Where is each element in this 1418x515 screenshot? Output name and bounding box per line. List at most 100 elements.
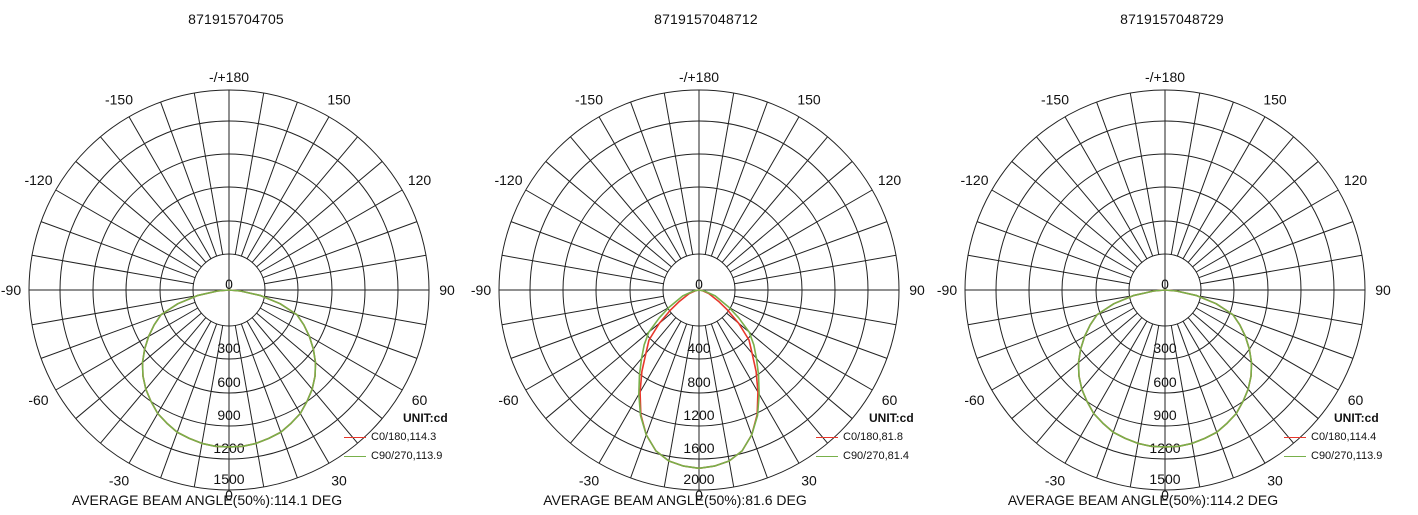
angle-tick-label: -/+180 [1145, 69, 1185, 85]
grid-spoke [264, 295, 427, 326]
grid-spoke [1096, 323, 1154, 479]
angle-tick-label: 30 [801, 473, 817, 489]
chart-title: 8719157048729 [1120, 11, 1224, 27]
legend-entry: C0/180,114.3 [344, 431, 436, 443]
grid-spoke [1064, 320, 1148, 464]
angle-tick-label: -/+180 [679, 69, 719, 85]
grid-spoke [55, 189, 199, 273]
legend-label: C0/180,81.8 [843, 431, 903, 443]
grid-spoke [991, 189, 1135, 273]
series-curve [638, 289, 760, 470]
grid-spoke [991, 307, 1135, 391]
angle-tick-label: -30 [109, 473, 129, 489]
grid-spoke [726, 161, 853, 268]
polar-chart-panel: 871915704705 -/+180 150 120 90 60 30 0 -30 -60 -9… [0, 0, 472, 515]
grid-spoke [704, 325, 735, 488]
angle-tick-label: 0 [695, 487, 703, 503]
legend-swatch [344, 455, 366, 457]
angle-tick-label: 0 [1161, 487, 1169, 503]
grid-spoke [598, 116, 682, 260]
legend-label: C90/270,113.9 [1311, 450, 1383, 462]
angle-tick-label: -120 [960, 172, 988, 188]
grid-spoke [732, 221, 888, 279]
grid-spoke [721, 136, 828, 263]
grid-spoke [1036, 317, 1143, 444]
grid-spoke [31, 295, 194, 326]
legend-swatch [816, 436, 838, 438]
grid-spoke [716, 116, 800, 260]
polar-chart-panel: 8719157048712 -/+180 150 120 90 60 30 0 -30 -60-… [470, 0, 942, 515]
grid-spoke [1198, 221, 1354, 279]
legend-swatch [1284, 436, 1306, 438]
angle-tick-label: 0 [225, 487, 233, 503]
angle-tick-label: -/+180 [209, 69, 249, 85]
grid-spoke [262, 301, 418, 359]
grid-spoke [160, 323, 218, 479]
grid-spoke [510, 221, 666, 279]
angle-tick-label: 150 [1263, 91, 1287, 107]
grid-spoke [501, 295, 664, 326]
radial-tick-label: 1200 [683, 407, 714, 423]
angle-tick-label: -30 [579, 473, 599, 489]
grid-spoke [128, 320, 212, 464]
grid-spoke [726, 312, 853, 419]
grid-spoke [262, 221, 418, 279]
legend-entry: C0/180,81.8 [816, 431, 903, 443]
grid-spoke [1129, 325, 1160, 488]
grid-spoke [570, 136, 677, 263]
grid-spoke [1195, 189, 1339, 273]
grid-spoke [1200, 254, 1363, 285]
angle-tick-label: -150 [105, 91, 133, 107]
grid-spoke [1182, 320, 1266, 464]
radial-tick-label: 900 [1153, 407, 1177, 423]
radial-tick-label: 300 [217, 340, 241, 356]
radial-tick-label: 600 [1153, 374, 1177, 390]
grid-spoke [1195, 307, 1339, 391]
grid-spoke [1187, 136, 1294, 263]
grid-spoke [1176, 101, 1234, 257]
grid-spoke [128, 116, 212, 260]
radial-tick-label: 400 [687, 340, 711, 356]
grid-spoke [1187, 317, 1294, 444]
grid-spoke [1192, 161, 1319, 268]
grid-spoke [710, 101, 768, 257]
grid-spoke [630, 101, 688, 257]
grid-spoke [545, 161, 672, 268]
angle-tick-label: 120 [408, 172, 432, 188]
grid-spoke [246, 116, 330, 260]
grid-spoke [40, 301, 196, 359]
grid-spoke [967, 295, 1130, 326]
grid-spoke [976, 301, 1132, 359]
grid-spoke [259, 307, 403, 391]
angle-tick-label: -150 [575, 91, 603, 107]
grid-spoke [1064, 116, 1148, 260]
angle-tick-label: 90 [909, 282, 925, 298]
legend-label: C90/270,113.9 [371, 450, 443, 462]
legend-swatch [1284, 455, 1306, 457]
angle-tick-label: 90 [1375, 282, 1391, 298]
grid-spoke [40, 221, 196, 279]
grid-spoke [256, 161, 383, 268]
grid-spoke [234, 92, 265, 255]
legend-entry: C0/180,114.4 [1284, 431, 1376, 443]
grid-spoke [1170, 325, 1201, 488]
legend-swatch [344, 436, 366, 438]
unit-label: UNIT:cd [869, 411, 914, 425]
grid-spoke [193, 92, 224, 255]
radial-tick-label: 0 [695, 276, 703, 292]
legend-label: C90/270,81.4 [843, 450, 910, 462]
grid-spoke [734, 295, 897, 326]
grid-spoke [234, 325, 265, 488]
angle-tick-label: 150 [327, 91, 351, 107]
grid-spoke [246, 320, 330, 464]
angle-tick-label: 60 [882, 392, 898, 408]
legend-entry: C90/270,113.9 [1284, 450, 1382, 462]
radial-tick-label: 0 [225, 276, 233, 292]
grid-spoke [1198, 301, 1354, 359]
angle-tick-label: -60 [28, 392, 48, 408]
grid-spoke [510, 301, 666, 359]
grid-spoke [240, 323, 298, 479]
grid-spoke [525, 307, 669, 391]
grid-spoke [160, 101, 218, 257]
angle-tick-label: 30 [1267, 473, 1283, 489]
